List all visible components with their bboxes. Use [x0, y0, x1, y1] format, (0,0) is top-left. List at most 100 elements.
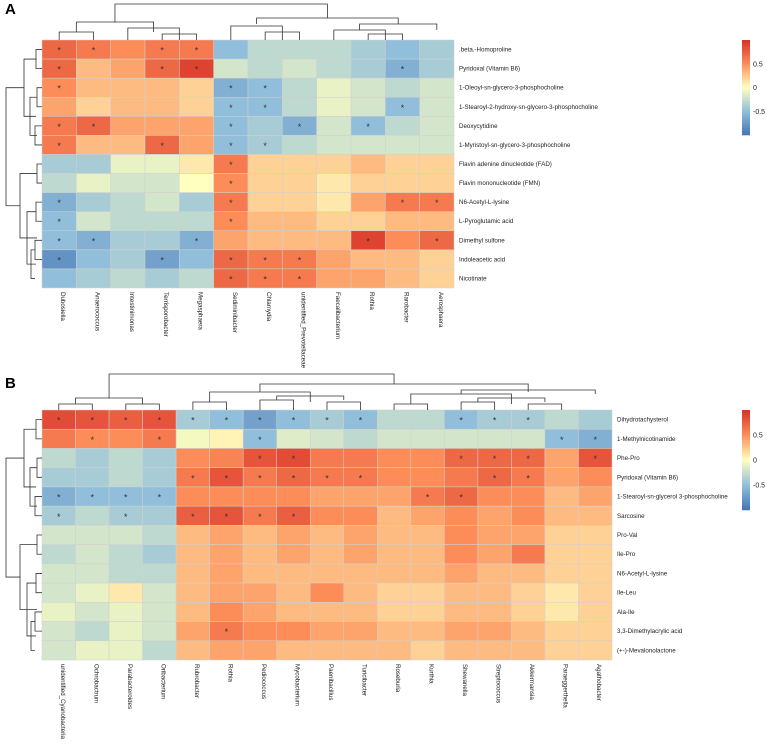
- heatmap-cell: [316, 268, 352, 289]
- heatmap-cell: [282, 58, 317, 79]
- legend-swatch: [742, 120, 750, 124]
- significance-star: *: [263, 103, 267, 113]
- heatmap-cell: [41, 96, 77, 117]
- heatmap-cell: [419, 154, 455, 174]
- heatmap-cell: [142, 467, 177, 488]
- column-label: Terrisporobacter: [162, 292, 169, 337]
- column-label: Dubosiella: [59, 292, 66, 321]
- heatmap-cell: [377, 602, 412, 622]
- heatmap-cell: [350, 77, 386, 98]
- row-label: Ile-Pro: [617, 551, 636, 558]
- heatmap-cell: [316, 39, 352, 60]
- legend-swatch: [742, 101, 750, 105]
- legend-swatch: [742, 485, 750, 488]
- heatmap-cell: [75, 602, 110, 622]
- legend-tick-label: 0: [753, 458, 757, 465]
- legend-swatch: [742, 440, 750, 443]
- heatmap-cell: [477, 428, 512, 449]
- heatmap-cell: [544, 505, 579, 526]
- heatmap-cell: [343, 428, 378, 449]
- legend-swatch: [742, 472, 750, 476]
- heatmap-cell: [578, 505, 613, 526]
- heatmap-cell: [76, 96, 111, 117]
- heatmap-cell: [477, 505, 512, 526]
- heatmap-cell: [385, 173, 420, 193]
- row-label: .beta.-Homoproline: [459, 47, 512, 54]
- legend-swatch: [742, 457, 750, 461]
- heatmap-cell: [110, 211, 146, 232]
- heatmap-cell: [343, 582, 378, 603]
- heatmap-cell: [477, 582, 512, 603]
- heatmap-cell: [142, 602, 177, 622]
- significance-star: *: [160, 65, 164, 75]
- heatmap-cell: [385, 268, 420, 289]
- heatmap-cell: [75, 621, 110, 642]
- legend-swatch: [742, 59, 750, 62]
- heatmap-cell: [276, 525, 311, 545]
- heatmap-cell: [276, 602, 311, 622]
- heatmap-cell: [179, 154, 214, 174]
- heatmap-cell: [544, 621, 579, 642]
- significance-star: *: [560, 435, 564, 445]
- color-legend: 0.5 0 -0.5: [742, 40, 765, 136]
- heatmap-cell: [247, 211, 283, 232]
- row-label: Flavin mononucleotide (FMN): [459, 180, 540, 187]
- heatmap-cell: [316, 116, 352, 136]
- heatmap-cell: [343, 640, 378, 661]
- significance-star: *: [263, 255, 267, 265]
- significance-star: *: [229, 103, 233, 113]
- heatmap-cell: [316, 58, 352, 79]
- heatmap-cell: [511, 486, 546, 507]
- legend-tick-label: -0.5: [753, 483, 765, 490]
- heatmap-cell: [410, 448, 445, 468]
- heatmap-cell: [276, 563, 311, 584]
- heatmap-cell: [209, 563, 244, 584]
- legend-swatch: [742, 505, 750, 508]
- column-label: Megasphaera: [197, 292, 204, 330]
- row-dendrogram: [5, 49, 42, 279]
- significance-star: *: [92, 46, 96, 56]
- heatmap-cell: [385, 230, 420, 251]
- significance-star: *: [57, 65, 61, 75]
- significance-star: *: [325, 473, 329, 483]
- row-label: 1-Stearoyl-sn-glycerol 3-phosphocholine: [617, 494, 728, 501]
- heatmap-cell: [343, 505, 378, 526]
- heatmap-cell: [76, 211, 111, 232]
- heatmap-cell: [511, 525, 546, 545]
- column-label: Akkermansia: [528, 664, 535, 700]
- significance-star: *: [292, 454, 296, 464]
- column-label: Mycobacterium: [293, 664, 300, 706]
- legend-swatch: [742, 61, 750, 65]
- heatmap-cell: [410, 505, 445, 526]
- significance-star: *: [229, 255, 233, 265]
- significance-star: *: [160, 141, 164, 151]
- heatmap-cell: [75, 505, 110, 526]
- row-label: Phe-Pro: [617, 455, 640, 462]
- significance-star: *: [263, 274, 267, 284]
- heatmap-cell: [477, 486, 512, 507]
- legend-swatch: [742, 104, 750, 107]
- heatmap-cell: [511, 544, 546, 565]
- heatmap-cell: [108, 602, 143, 622]
- heatmap-cell: [410, 640, 445, 661]
- row-label: 1-Stearoyl-2-hydroxy-sn-glycero-3-phosph…: [459, 104, 598, 111]
- significance-star: *: [258, 416, 262, 426]
- heatmap-cell: [477, 544, 512, 565]
- heatmap-cell: [144, 211, 180, 232]
- heatmap-cell: [110, 268, 146, 289]
- heatmap-cell: [410, 582, 445, 603]
- significance-star: *: [191, 416, 195, 426]
- legend-tick-label: -0.5: [753, 109, 765, 116]
- legend-swatch: [742, 490, 750, 493]
- legend-swatch: [742, 132, 750, 136]
- column-label: Paraeggerthella: [562, 664, 569, 708]
- significance-star: *: [263, 141, 267, 151]
- legend-swatch: [742, 99, 750, 103]
- heatmap-cell: [316, 77, 352, 98]
- heatmap-cell: [247, 58, 283, 79]
- heatmap-cell: [175, 602, 210, 622]
- legend-swatch: [742, 427, 750, 431]
- significance-star: *: [229, 179, 233, 189]
- legend-swatch: [742, 460, 750, 463]
- heatmap-cell: [385, 135, 420, 155]
